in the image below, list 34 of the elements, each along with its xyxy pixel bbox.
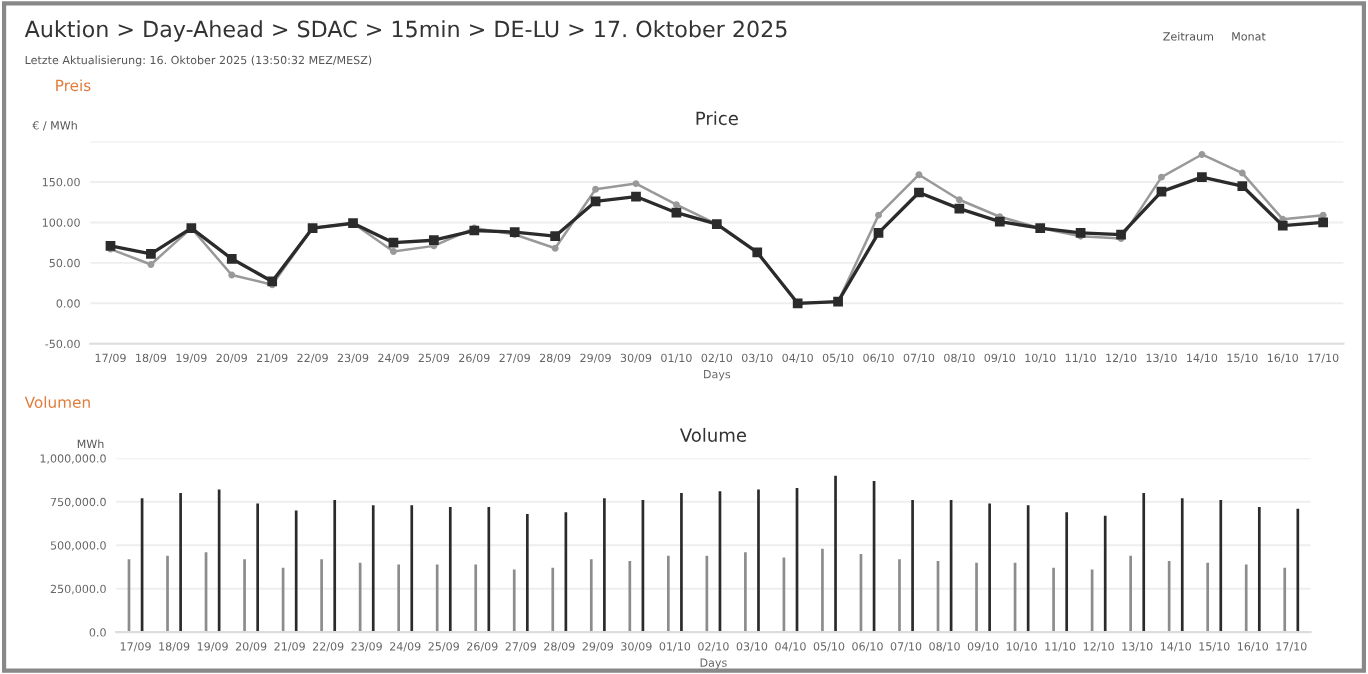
- point: [550, 231, 561, 242]
- point: [1198, 151, 1206, 158]
- point: [592, 185, 600, 193]
- chart-title: Price: [696, 111, 738, 126]
- point: [551, 244, 559, 252]
- point: [914, 187, 924, 198]
- point: [226, 253, 237, 264]
- point: [1237, 181, 1248, 191]
- point: [672, 201, 680, 209]
- point: [389, 248, 397, 256]
- point: [429, 235, 439, 246]
- point: [915, 171, 923, 179]
- point: [1156, 186, 1167, 197]
- point: [146, 249, 156, 259]
- point: [388, 237, 399, 248]
- point: [631, 191, 641, 202]
- point: [994, 216, 1005, 227]
- point: [1238, 169, 1246, 177]
- point: [873, 228, 884, 238]
- point: [267, 276, 278, 287]
- chart-title: Volume: [679, 427, 747, 442]
- point: [1277, 220, 1288, 231]
- point: [1318, 217, 1329, 228]
- point: [955, 196, 963, 204]
- point: [1197, 172, 1207, 182]
- point: [228, 271, 236, 279]
- text: Auktion > Day-Ahead > SDAC > 15min > DE-LU > 17. Oktober 2025: [24, 20, 787, 42]
- point: [147, 261, 155, 268]
- point: [954, 203, 965, 214]
- point: [875, 211, 882, 219]
- point: [1158, 173, 1165, 181]
- point: [1116, 229, 1126, 240]
- point: [671, 207, 682, 218]
- point: [632, 180, 640, 188]
